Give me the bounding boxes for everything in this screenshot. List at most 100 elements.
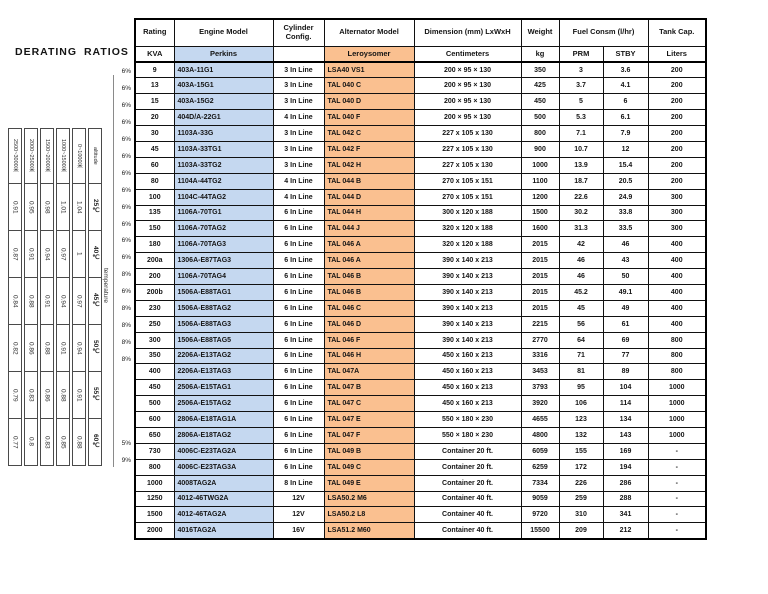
cell-prm: 95 [558, 379, 604, 397]
cell-tank: - [647, 506, 707, 524]
cell-alternator: TAL 046 B [323, 283, 415, 301]
cell-prm: 18.7 [558, 172, 604, 190]
cell-rating: 250 [134, 315, 175, 333]
cell-weight: 3453 [520, 363, 560, 381]
cell-prm: 71 [558, 347, 604, 365]
derating-value: 0.95 [25, 183, 37, 230]
cell-cylinder: 3 In Line [272, 156, 325, 174]
cell-engine: 1106A-70TG1 [173, 204, 274, 222]
cell-weight: 15500 [520, 522, 560, 540]
temperature-divider [113, 75, 114, 467]
cell-rating: 60 [134, 156, 175, 174]
subheader-stby: STBY [602, 45, 649, 63]
col-header-weight: Weight [520, 18, 560, 47]
cell-engine: 404D/A-22G1 [173, 109, 274, 127]
cell-weight: 2015 [520, 283, 560, 301]
cell-engine: 1103A-33TG2 [173, 156, 274, 174]
cell-alternator: TAL 047 B [323, 379, 415, 397]
col-header-alternator: Alternator Model [323, 18, 415, 47]
table-row: 400 2206A-E13TAG3 6 In Line TAL 047A 450 x 1… [134, 363, 707, 381]
cell-cylinder: 6 In Line [272, 204, 325, 222]
cell-stby: 3.6 [602, 61, 649, 79]
derating-value: 0.91 [9, 183, 21, 230]
cell-engine: 403A-15G2 [173, 93, 274, 111]
cell-stby: 212 [602, 522, 649, 540]
subheader-cylinder-blank [272, 45, 325, 63]
derating-column: 2000~2500米 0.95 0.91 0.88 0.86 0.83 0.8 [24, 128, 38, 466]
cell-rating: 180 [134, 236, 175, 254]
cell-prm: 31.3 [558, 220, 604, 238]
derating-column-header: 0~1000米 [76, 143, 82, 168]
cell-weight: 3316 [520, 347, 560, 365]
table-row: 180 1106A-70TAG3 6 In Line TAL 046 A 320 x 1… [134, 236, 707, 254]
cell-weight: 350 [520, 61, 560, 79]
cell-stby: 114 [602, 395, 649, 413]
col-header-fuel: Fuel Consm (l/hr) [558, 18, 649, 47]
derating-percent: 8% [121, 338, 131, 346]
cell-rating: 20 [134, 109, 175, 127]
derating-value: 0.83 [25, 371, 37, 418]
derating-value: 40℃ [89, 230, 101, 277]
spec-table-body: 9 403A-11G1 3 In Line LSA40 VS1 200 × 95 × 1… [134, 61, 707, 540]
derating-value: 0.84 [9, 277, 21, 324]
cell-tank: 300 [647, 204, 707, 222]
cell-cylinder: 8 In Line [272, 474, 325, 492]
cell-dimension: 200 × 95 × 130 [413, 61, 522, 79]
spec-table: Rating Engine Model Cylinder Config. Alt… [134, 18, 707, 540]
cell-rating: 200a [134, 252, 175, 270]
cell-tank: 800 [647, 331, 707, 349]
cell-dimension: 450 x 160 x 213 [413, 379, 522, 397]
cell-prm: 7.1 [558, 125, 604, 142]
derating-percent: 6% [121, 254, 131, 262]
cell-stby: 89 [602, 363, 649, 381]
cell-tank: 1000 [647, 411, 707, 428]
cell-rating: 9 [134, 61, 175, 79]
derating-percent: 8% [121, 305, 131, 313]
derating-column-header: 2000~2500米 [28, 139, 34, 173]
derating-percent: 6% [121, 203, 131, 211]
derating-percent [115, 386, 131, 403]
table-row: 200a 1306A-E87TAG3 6 In Line TAL 046 A 390 x… [134, 252, 707, 270]
cell-tank: 1000 [647, 395, 707, 413]
col-header-engine: Engine Model [173, 18, 274, 47]
cell-engine: 1103A-33TG1 [173, 140, 274, 158]
table-row: 1000 4008TAG2A 8 In Line TAL 049 E Container… [134, 474, 707, 492]
cell-cylinder: 6 In Line [272, 252, 325, 270]
cell-engine: 4006C-E23TAG2A [173, 442, 274, 460]
cell-alternator: TAL 046 A [323, 236, 415, 254]
derating-table: 2500~3000米 0.91 0.87 0.84 0.82 0.79 0.77 2000~2… [8, 128, 102, 466]
cell-weight: 4655 [520, 411, 560, 428]
table-row: 80 1104A-44TG2 4 In Line TAL 044 B 270 x 105… [134, 172, 707, 190]
cell-stby: 46 [602, 236, 649, 254]
cell-alternator: TAL 049 B [323, 442, 415, 460]
cell-rating: 800 [134, 458, 175, 476]
cell-engine: 1506A-E88TAG5 [173, 331, 274, 349]
cell-weight: 1100 [520, 172, 560, 190]
cell-prm: 5.3 [558, 109, 604, 127]
cell-engine: 1103A-33G [173, 125, 274, 142]
cell-dimension: 227 x 105 x 130 [413, 125, 522, 142]
derating-percent: 6% [121, 220, 131, 228]
cell-stby: 49 [602, 299, 649, 317]
derating-percent: 6% [121, 237, 131, 245]
cell-engine: 403A-11G1 [173, 61, 274, 79]
cell-tank: 1000 [647, 426, 707, 444]
cell-stby: 50 [602, 268, 649, 285]
cell-prm: 64 [558, 331, 604, 349]
temperature-axis-label: temperature [102, 268, 109, 304]
cell-prm: 45.2 [558, 283, 604, 301]
cell-engine: 1104C-44TAG2 [173, 188, 274, 206]
derating-value: 0.79 [9, 371, 21, 418]
cell-cylinder: 3 In Line [272, 61, 325, 79]
cell-engine: 1106A-70TAG2 [173, 220, 274, 238]
cell-weight: 9720 [520, 506, 560, 524]
derating-percent: 6% [121, 152, 131, 160]
subheader-prm: PRM [558, 45, 604, 63]
cell-cylinder: 6 In Line [272, 442, 325, 460]
cell-cylinder: 3 In Line [272, 125, 325, 142]
derating-value: 0.88 [57, 371, 69, 418]
cell-rating: 300 [134, 331, 175, 349]
cell-dimension: Container 20 ft. [413, 474, 522, 492]
cell-weight: 9059 [520, 490, 560, 508]
cell-alternator: TAL 040 F [323, 109, 415, 127]
